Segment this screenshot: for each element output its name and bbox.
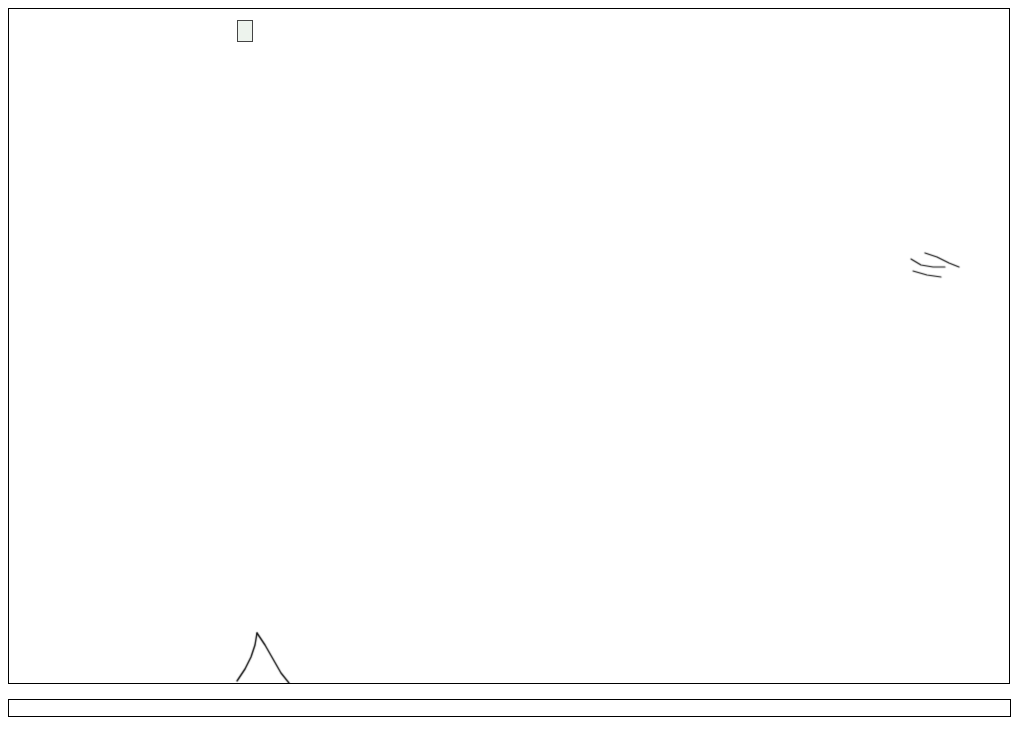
- colorbar-container: [8, 699, 1011, 717]
- map-title-box: [237, 20, 253, 42]
- colorbar-tick-labels: [0, 718, 1018, 744]
- map-panel[interactable]: [8, 8, 1010, 684]
- helicity-raster: [9, 9, 1009, 683]
- colorbar[interactable]: [8, 699, 1011, 717]
